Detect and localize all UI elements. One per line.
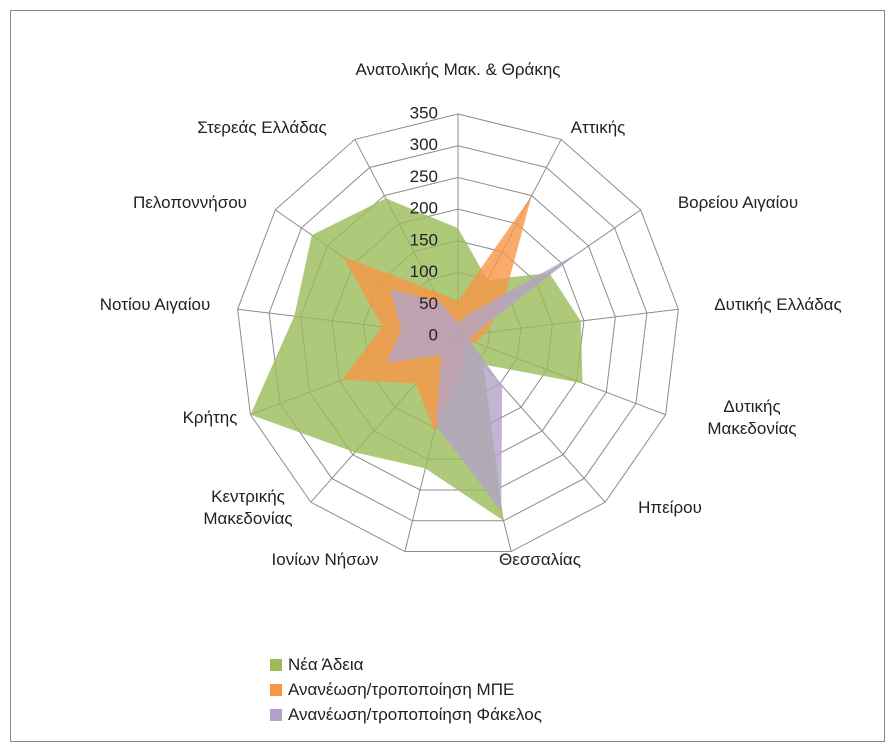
legend-label: Ανανέωση/τροποποίηση Φάκελος [288, 705, 542, 724]
category-label: Θεσσαλίας [499, 550, 581, 569]
legend-swatch [270, 709, 282, 721]
axis-tick-label: 350 [410, 103, 438, 122]
grid-ring [268, 145, 648, 522]
legend-label: Ανανέωση/τροποποίηση ΜΠΕ [288, 680, 515, 699]
legend-item: Ανανέωση/τροποποίηση Φάκελος [270, 705, 542, 725]
axis-tick-label: 50 [419, 294, 438, 313]
category-label: Ανατολικής Μακ. & Θράκης [355, 60, 561, 79]
category-label: Ιονίων Νήσων [271, 550, 379, 569]
category-label: Δυτικής Ελλάδας [714, 295, 842, 314]
axis-tick-label: 300 [410, 135, 438, 154]
axis-tick-label: 0 [429, 325, 438, 344]
grid-ring [237, 113, 679, 553]
legend-item: Ανανέωση/τροποποίηση ΜΠΕ [270, 680, 514, 700]
category-label: Κεντρικής Μακεδονίας [203, 487, 293, 528]
axis-tick-label: 200 [410, 199, 438, 218]
legend-item: Νέα Άδεια [270, 655, 363, 675]
category-label: Δυτικής Μακεδονίας [707, 397, 797, 438]
legend-swatch [270, 684, 282, 696]
category-label: Νοτίου Αιγαίου [99, 295, 211, 314]
legend-swatch [270, 659, 282, 671]
category-label: Ηπείρου [638, 498, 702, 517]
axis-tick-label: 250 [410, 167, 438, 186]
category-label: Βορείου Αιγαίου [677, 193, 799, 212]
legend-label: Νέα Άδεια [288, 655, 364, 674]
category-label: Αττικής [570, 118, 626, 137]
series-area [386, 251, 581, 512]
category-label: Πελοποννήσου [133, 193, 247, 212]
axis-tick-label: 150 [410, 230, 438, 249]
category-label: Κρήτης [182, 408, 238, 427]
category-label: Στερεάς Ελλάδας [197, 118, 327, 137]
axis-tick-label: 100 [410, 262, 438, 281]
